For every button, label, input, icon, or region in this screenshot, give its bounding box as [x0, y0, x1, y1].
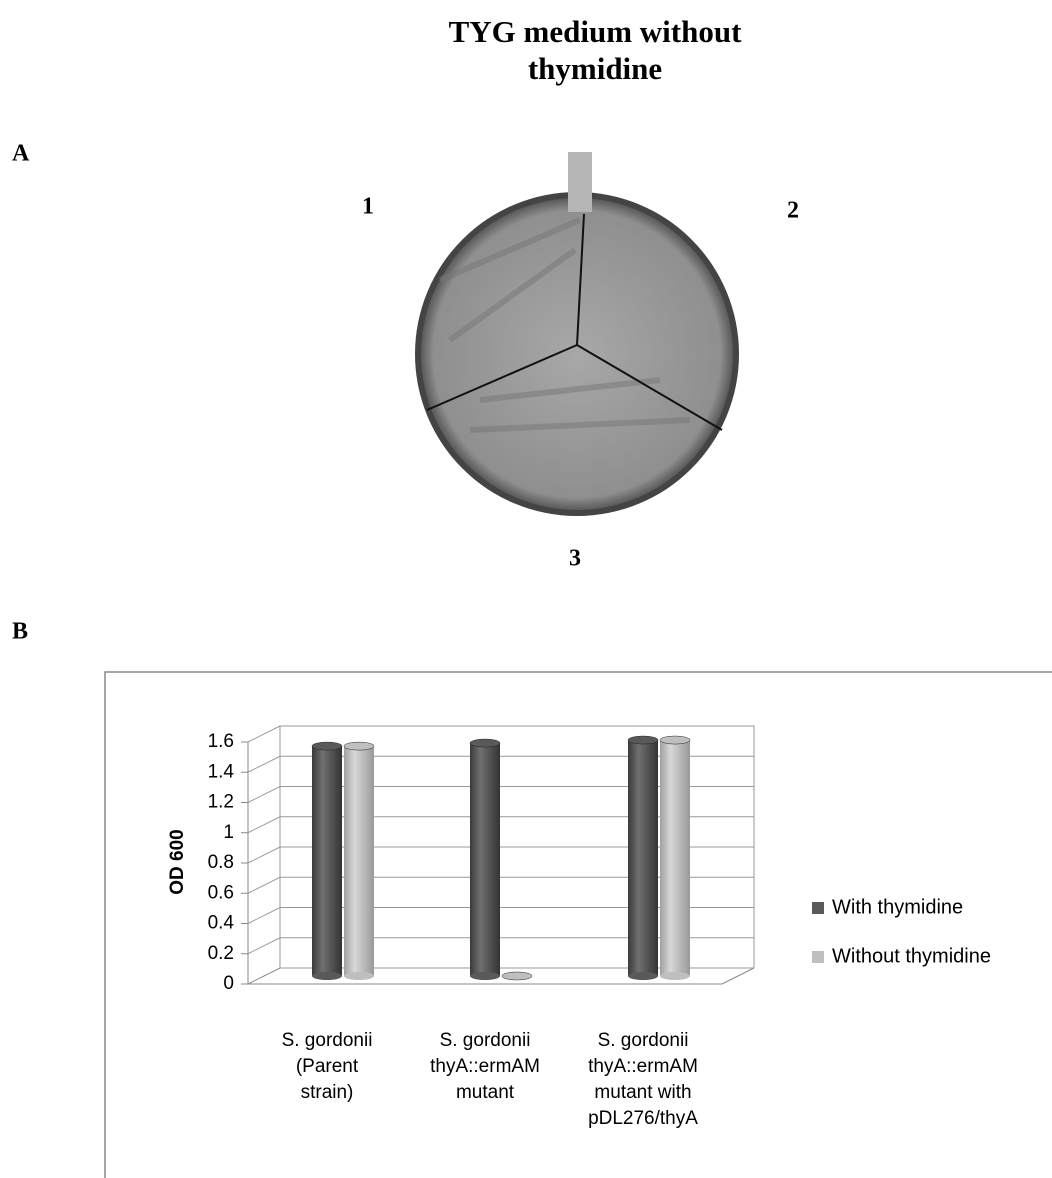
bar-bottom [628, 972, 658, 980]
plate-label: 3 [569, 546, 581, 572]
bar-body [312, 746, 342, 976]
title: thymidine [528, 51, 662, 86]
bar [502, 972, 532, 980]
bar [470, 739, 500, 980]
x-tick-label: mutant with [594, 1082, 691, 1103]
x-tick-label: S. gordonii [440, 1030, 531, 1051]
x-tick-label: mutant [456, 1082, 515, 1103]
y-tick-label: 1.2 [208, 792, 234, 813]
bar-body [628, 740, 658, 976]
bar-body [470, 743, 500, 976]
bar [344, 742, 374, 980]
bar-body [344, 746, 374, 976]
bar [660, 736, 690, 980]
x-tick-label: strain) [301, 1082, 354, 1103]
y-axis-title: OD 600 [167, 829, 188, 894]
bar-bottom [660, 972, 690, 980]
y-tick-label: 1.6 [208, 731, 234, 752]
plate-label: 1 [362, 194, 374, 220]
bar-bottom [312, 972, 342, 980]
bar-top [312, 742, 342, 750]
x-tick-label: (Parent [296, 1056, 359, 1077]
y-tick-label: 0.6 [208, 882, 234, 903]
y-tick-label: 0.2 [208, 943, 234, 964]
bar [312, 742, 342, 980]
x-tick-label: thyA::ermAM [588, 1056, 698, 1077]
figure: TYG medium without thymidine A B 1 2 3 O… [0, 0, 1052, 1178]
x-tick-label: pDL276/thyA [588, 1108, 698, 1129]
x-tick-label: thyA::ermAM [430, 1056, 540, 1077]
y-tick-label: 1 [223, 822, 234, 843]
bar-top [628, 736, 658, 744]
bar-body [660, 740, 690, 976]
legend-swatch [812, 951, 824, 963]
legend-label: With thymidine [832, 896, 963, 918]
bar-bottom [470, 972, 500, 980]
bar-top [660, 736, 690, 744]
bar-bottom [344, 972, 374, 980]
panel-label: B [12, 619, 28, 645]
x-tick-label: S. gordonii [282, 1030, 373, 1051]
panel-label: A [12, 141, 30, 167]
plate-label: 2 [787, 198, 799, 224]
bar-top [344, 742, 374, 750]
legend-label: Without thymidine [832, 945, 991, 967]
bar [628, 736, 658, 980]
y-tick-label: 0.8 [208, 852, 234, 873]
bar-top [470, 739, 500, 747]
chart-frame [105, 672, 1052, 1178]
x-tick-label: S. gordonii [598, 1030, 689, 1051]
title: TYG medium without [449, 14, 742, 49]
y-tick-label: 1.4 [208, 761, 235, 782]
y-tick-label: 0.4 [208, 913, 235, 934]
plate-photo [415, 152, 739, 516]
chart: 0 0.2 0.4 0.6 0.8 1 1.2 1.4 1.6 S. gordonii (Paren… [208, 726, 991, 1129]
bar-top [502, 972, 532, 980]
y-tick-label: 0 [223, 973, 234, 994]
legend-swatch [812, 902, 824, 914]
